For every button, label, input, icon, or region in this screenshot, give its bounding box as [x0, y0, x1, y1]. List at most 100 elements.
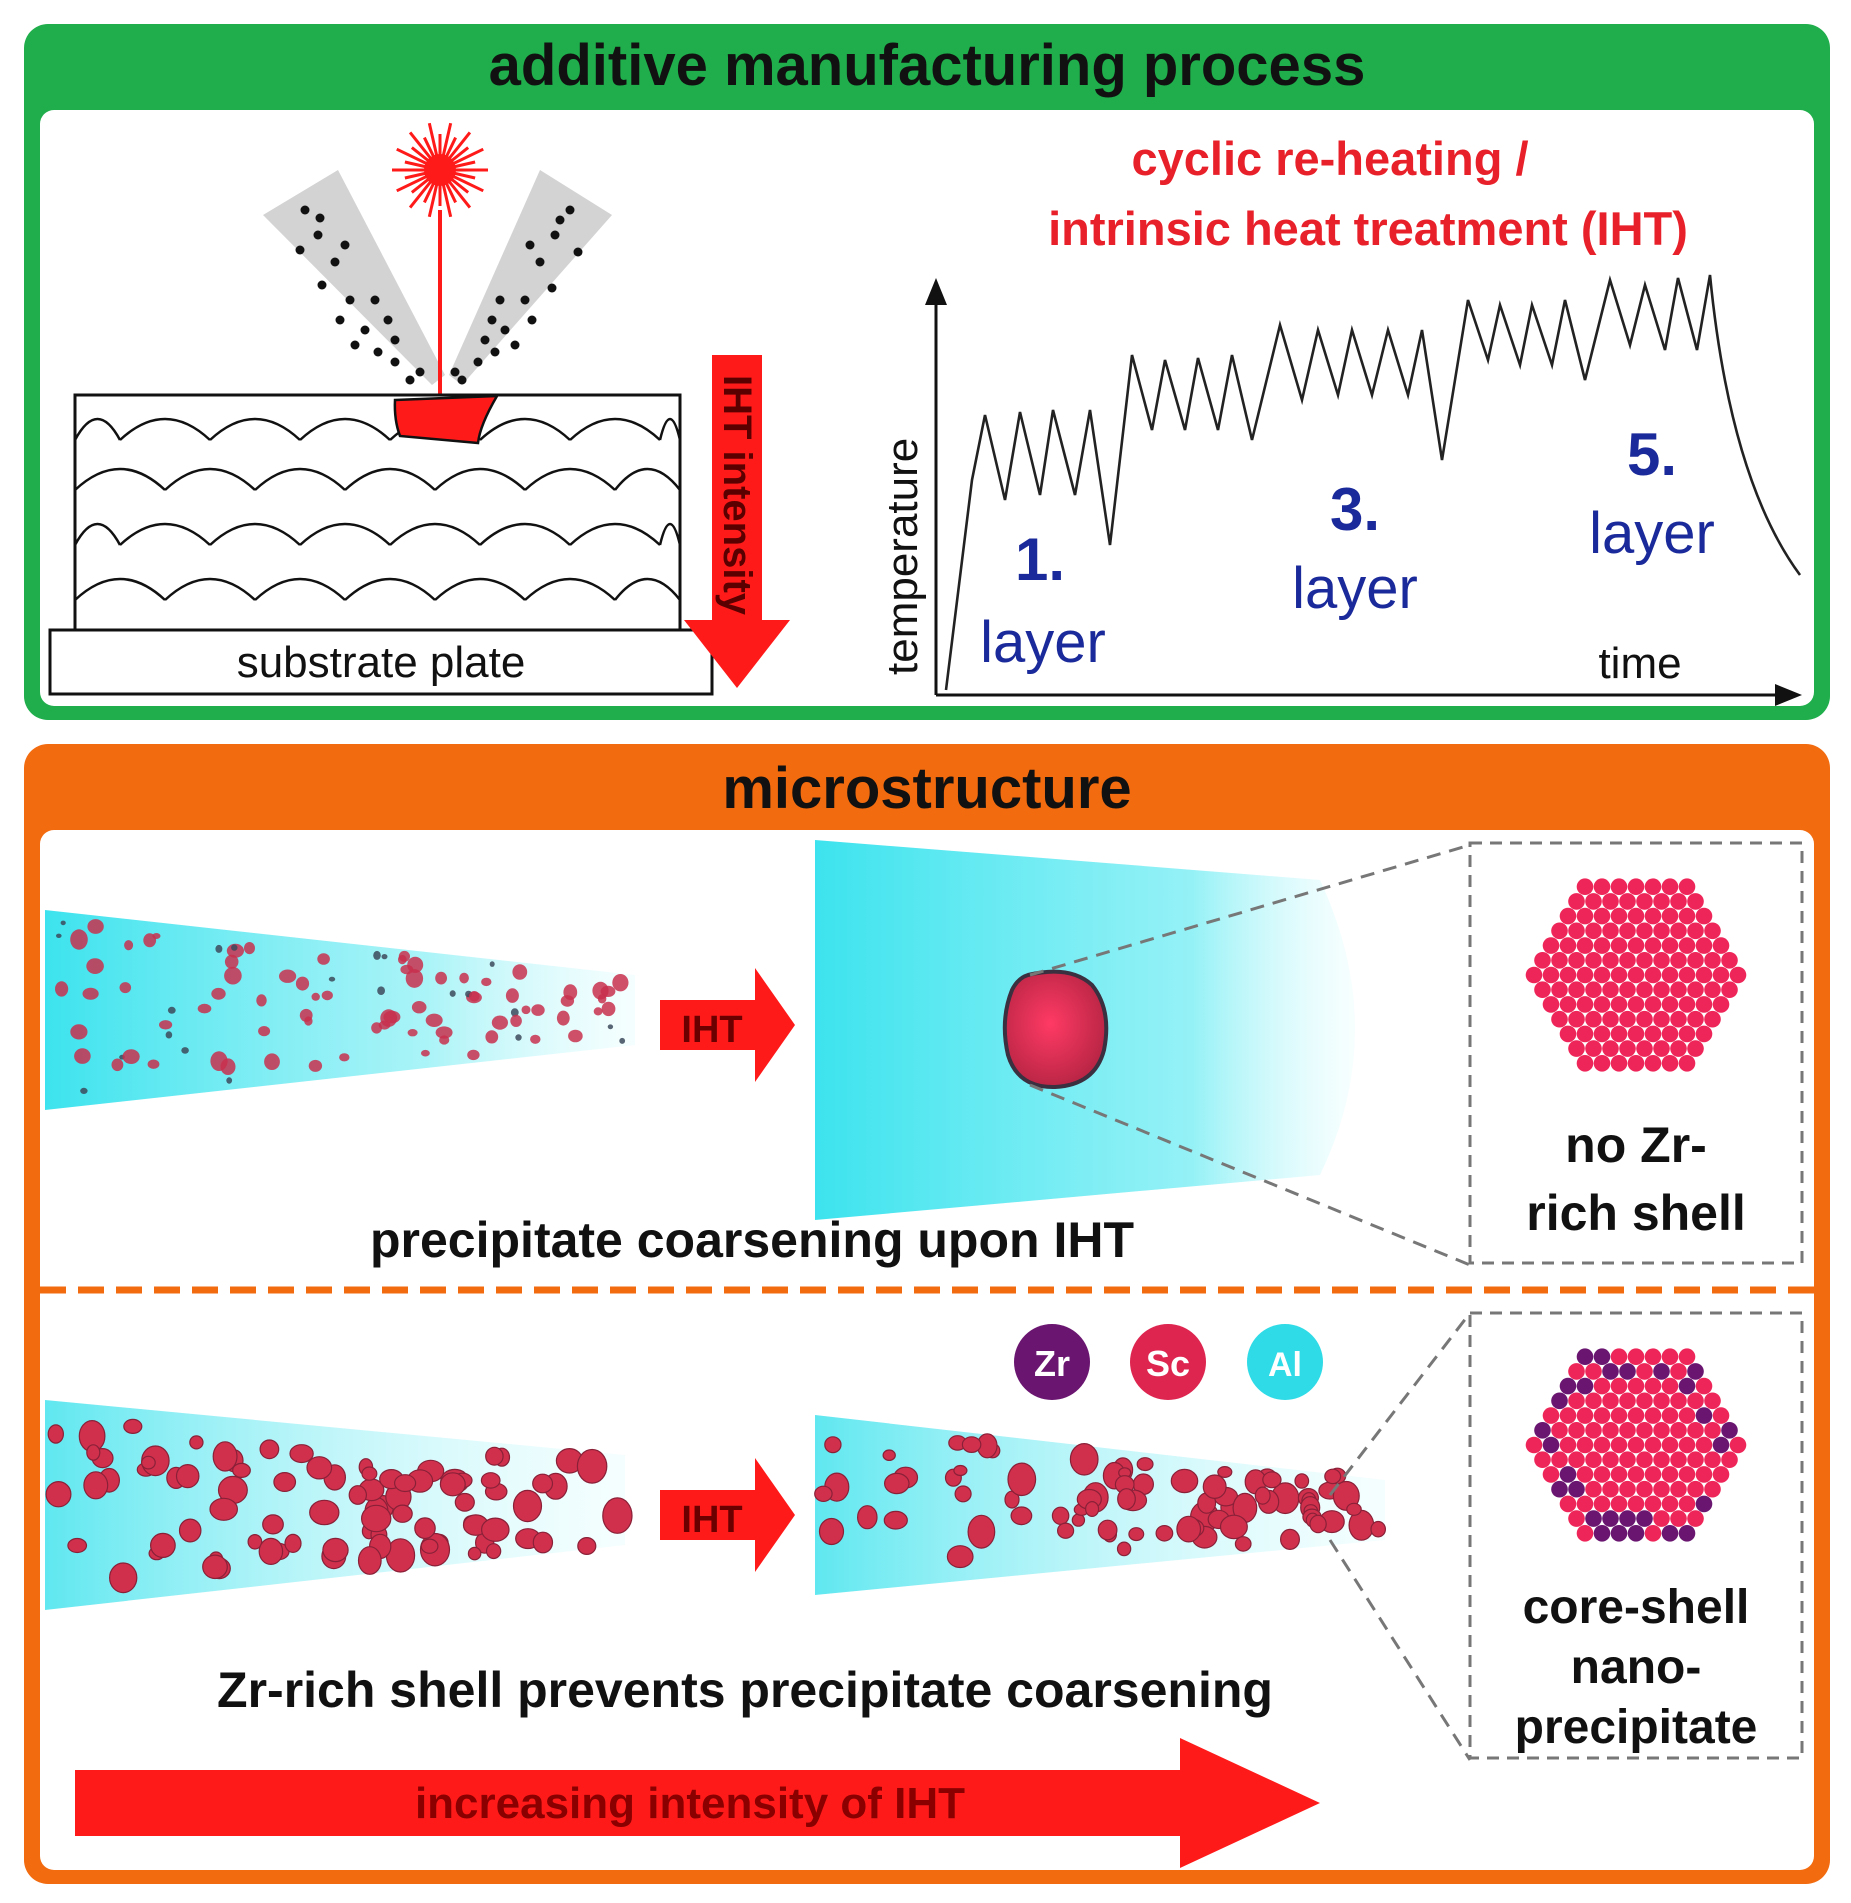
legend-al-label: Al	[1268, 1346, 1302, 1384]
cluster-atom	[1525, 1436, 1543, 1454]
legend-zr-circle	[1014, 1324, 1090, 1400]
cluster-atom	[1653, 1480, 1670, 1498]
sc-atom	[1585, 952, 1602, 969]
precipitate	[532, 1531, 554, 1554]
sc-atom	[1670, 1010, 1687, 1028]
cluster-atom	[1670, 1451, 1687, 1468]
row2-iht-arrow	[660, 1458, 795, 1572]
small-precipitate	[321, 990, 333, 1001]
cluster-atom	[1653, 1451, 1670, 1468]
small-precipitate	[612, 974, 629, 992]
small-precipitate	[264, 1053, 280, 1070]
sc-atom	[1568, 952, 1585, 969]
precipitate	[883, 1472, 910, 1495]
precipitate	[140, 1455, 156, 1470]
cluster-atom	[1551, 1480, 1568, 1498]
precipitate	[1117, 1488, 1136, 1510]
precipitate	[1346, 1502, 1362, 1516]
small-precipitate	[439, 1035, 450, 1045]
sc-atom	[1653, 981, 1670, 998]
precipitate	[953, 1464, 968, 1477]
small-precipitate	[381, 954, 388, 960]
precipitate	[576, 1448, 608, 1484]
sc-atom	[1568, 922, 1585, 940]
small-precipitate	[258, 1026, 271, 1037]
melt-track-arc	[658, 523, 682, 546]
sc-atom	[1593, 966, 1611, 984]
sc-atom	[1695, 966, 1713, 984]
sc-atom	[1568, 981, 1585, 998]
cluster-atom	[1653, 1363, 1670, 1380]
cluster-atom	[1661, 1377, 1679, 1395]
laser-core	[424, 154, 456, 186]
sc-atom	[1670, 1040, 1687, 1057]
sc-atom	[1593, 937, 1611, 954]
small-precipitate	[70, 1024, 88, 1040]
precipitate	[883, 1510, 908, 1530]
cluster-atom	[1636, 1451, 1653, 1468]
sc-atom	[1568, 893, 1585, 910]
substrate-plate	[48, 628, 714, 696]
precipitate	[480, 1472, 501, 1489]
sc-atom	[1627, 907, 1645, 925]
layer3-word: layer	[1292, 556, 1418, 621]
sc-atom	[1568, 1040, 1585, 1057]
cluster-atom	[1644, 1525, 1662, 1542]
cluster-atom	[1602, 1363, 1619, 1380]
sc-atom	[1627, 996, 1645, 1013]
sc-atom	[1585, 1040, 1602, 1057]
row2-iht-label: IHT	[681, 1499, 742, 1541]
x-axis-arrowhead	[1775, 684, 1802, 706]
precipitate	[532, 1473, 554, 1494]
small-precipitate	[531, 1004, 545, 1016]
cluster-atom	[1729, 1436, 1747, 1454]
precipitate	[512, 1489, 543, 1523]
sc-atom	[1644, 996, 1662, 1013]
powder-particle	[300, 205, 310, 215]
powder-particle	[370, 295, 380, 305]
cluster-atom	[1712, 1466, 1730, 1483]
cluster-atom	[1627, 1495, 1645, 1513]
small-precipitate	[607, 1024, 614, 1030]
cluster-atom	[1678, 1495, 1696, 1513]
sc-atom	[1687, 981, 1704, 998]
sc-atom	[1704, 922, 1721, 940]
small-precipitate	[165, 1031, 173, 1039]
layer1-number: 1.	[1015, 526, 1065, 593]
precipitate	[485, 1543, 502, 1560]
cluster-atom	[1610, 1407, 1628, 1424]
cluster-atom	[1678, 1466, 1696, 1483]
precipitate	[954, 1485, 972, 1503]
small-precipitate	[231, 944, 238, 951]
powder-particle	[457, 375, 467, 385]
sc-atom	[1644, 966, 1662, 984]
cluster-atom	[1627, 1436, 1645, 1454]
sc-atom	[1619, 922, 1636, 940]
sc-atom	[1644, 878, 1662, 895]
cluster-atom	[1670, 1510, 1687, 1527]
melt-track-arc	[389, 522, 481, 546]
melt-track-arc	[299, 417, 391, 441]
row1-box-line2: rich shell	[1526, 1185, 1746, 1241]
row1-uniform-hexagon-cluster	[1525, 878, 1747, 1072]
small-precipitate	[119, 982, 132, 994]
cluster-atom	[1534, 1422, 1551, 1439]
sc-atom	[1610, 937, 1628, 954]
sc-atom	[1602, 952, 1619, 969]
precipitate	[212, 1441, 238, 1472]
cluster-atom	[1704, 1422, 1721, 1439]
precipitate	[824, 1436, 842, 1454]
cluster-atom	[1661, 1436, 1679, 1454]
bottom-panel: microstructure IHT no Zr- rich shell pre…	[24, 744, 1830, 1884]
precipitate	[361, 1504, 392, 1533]
precipitate	[1370, 1520, 1386, 1538]
sc-atom	[1678, 996, 1696, 1013]
cluster-atom	[1619, 1451, 1636, 1468]
cluster-atom	[1559, 1466, 1577, 1483]
sc-atom	[1619, 981, 1636, 998]
precipitate	[232, 1462, 251, 1479]
cluster-atom	[1610, 1348, 1628, 1365]
small-precipitate	[328, 976, 336, 982]
sc-atom	[1670, 952, 1687, 969]
left-nozzle	[263, 170, 445, 385]
